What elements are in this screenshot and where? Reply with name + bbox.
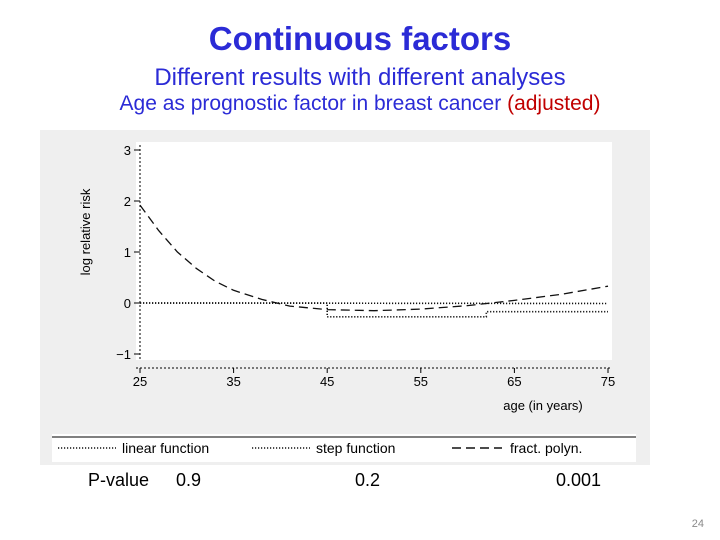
x-tick-label-3: 55 [414,374,428,389]
series-line-2 [139,204,609,312]
legend-label-0: linear function [122,440,209,456]
subtitle-2-highlight: (adjusted) [507,92,601,115]
y-axis-title: log relative risk [78,188,93,275]
pvalue-linear: 0.9 [176,470,202,490]
legend-box [52,434,636,462]
series-line-1 [140,302,608,318]
subtitle-2-main: Age as prognostic factor in breast cance… [119,92,502,115]
x-axis-title: age (in years) [503,398,582,413]
slide-title: Continuous factors [208,20,512,57]
x-tick-label-0: 25 [133,374,147,389]
chart: −1 0 1 2 3 25 35 45 55 65 75 age (in years) log rela… [40,130,650,465]
legend-label-1: step function [316,440,395,456]
slide-number: 24 [691,518,704,530]
x-tick-label-1: 35 [226,374,240,389]
pvalue-fp: 0.001 [556,470,602,490]
slide-subtitle-2: Age as prognostic factor in breast cance… [0,92,720,116]
y-tick-label-4: 3 [124,143,131,158]
x-tick-label-5: 75 [601,374,615,389]
x-tick-label-2: 45 [320,374,334,389]
x-tick-label-4: 65 [507,374,521,389]
y-tick-label-3: 2 [124,194,131,209]
y-tick-label-1: 0 [124,296,131,311]
y-tick-label-0: −1 [116,347,131,362]
pvalue-row: P-value 0.9 0.2 0.001 [0,466,720,494]
y-tick-label-2: 1 [124,245,131,260]
pvalue-label: P-value [88,470,150,490]
plot-area [136,142,612,360]
legend-label-2: fract. polyn. [510,440,582,456]
slide-subtitle: Different results with different analyse… [154,64,566,91]
pvalue-step: 0.2 [355,470,381,490]
